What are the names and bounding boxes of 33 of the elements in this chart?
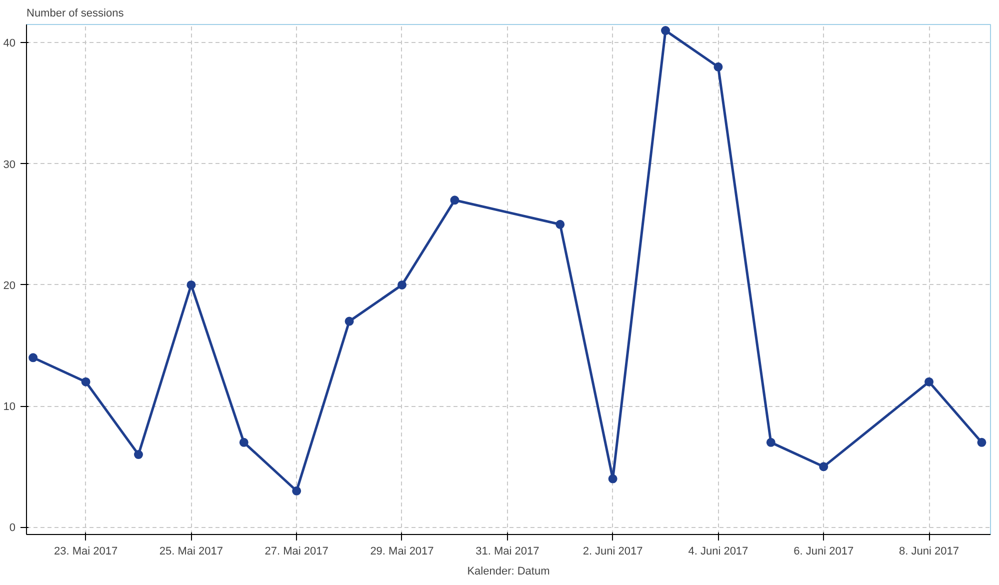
point xyxy=(819,462,828,472)
x-tick-label: 27. Mai 2017 xyxy=(264,546,328,558)
chart-title: Number of sessions xyxy=(26,8,124,20)
point xyxy=(608,474,618,484)
x-tick-label: 8. Juni 2017 xyxy=(899,546,959,558)
x-tick-label: 6. Juni 2017 xyxy=(794,546,854,558)
point xyxy=(81,377,90,386)
x-axis-title: Kalender: Datum xyxy=(467,566,550,578)
x-tick-label: 25. Mai 2017 xyxy=(159,546,223,558)
point xyxy=(239,438,248,447)
point xyxy=(924,377,934,386)
x-tick-label: 31. Mai 2017 xyxy=(476,546,540,558)
point xyxy=(344,316,354,326)
point xyxy=(766,438,776,447)
y-tick-label: 0 xyxy=(9,522,16,534)
point xyxy=(292,486,302,496)
point xyxy=(398,280,406,290)
point xyxy=(977,438,986,447)
y-tick-label: 40 xyxy=(3,38,16,50)
y-tick-label: 10 xyxy=(3,401,16,414)
y-tick-label: 30 xyxy=(3,158,16,171)
point xyxy=(661,26,670,36)
point xyxy=(28,353,38,362)
x-tick-label: 4. Juni 2017 xyxy=(688,546,748,558)
y-tick-label: 20 xyxy=(3,280,16,292)
point xyxy=(450,196,460,205)
x-tick-label: 2. Juni 2017 xyxy=(582,546,643,558)
x-tick-label: 23. Mai 2017 xyxy=(54,546,118,558)
point xyxy=(556,220,565,229)
x-tick-label: 29. Mai 2017 xyxy=(370,546,434,558)
point xyxy=(714,62,723,72)
point xyxy=(186,280,196,290)
point xyxy=(134,450,143,460)
